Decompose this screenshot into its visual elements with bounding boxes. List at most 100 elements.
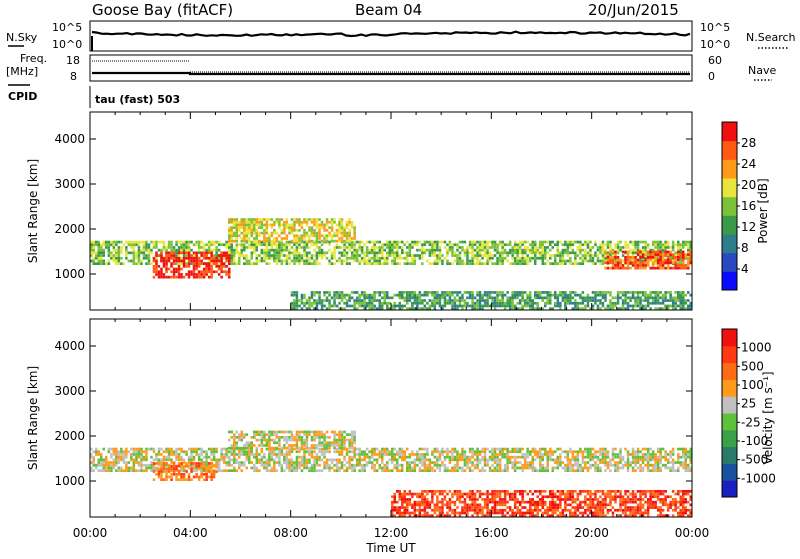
power-heatmap-cell <box>685 299 688 302</box>
velocity-heatmap-cell <box>479 453 482 456</box>
power-heatmap-cell <box>421 243 424 246</box>
power-heatmap-cell <box>170 265 173 268</box>
power-heatmap-cell <box>514 262 517 265</box>
power-heatmap-cell <box>614 256 617 259</box>
power-colorbar-tick-label: 4 <box>741 262 749 276</box>
power-heatmap-cell <box>200 254 203 257</box>
velocity-heatmap-cell <box>391 461 394 464</box>
power-heatmap-cell <box>331 224 334 227</box>
velocity-heatmap-cell <box>627 461 630 464</box>
power-heatmap-cell <box>516 246 519 249</box>
power-heatmap-cell <box>637 241 640 244</box>
power-heatmap-cell <box>338 221 341 224</box>
power-ytick-label: 1000 <box>54 267 85 281</box>
velocity-heatmap-cell <box>489 459 492 462</box>
power-heatmap-cell <box>243 232 246 235</box>
power-heatmap-cell <box>178 252 181 255</box>
power-heatmap-cell <box>474 257 477 260</box>
power-heatmap-cell <box>569 246 572 249</box>
power-heatmap-cell <box>564 249 567 252</box>
velocity-heatmap-cell <box>627 453 630 456</box>
power-heatmap-cell <box>138 254 141 257</box>
power-heatmap-cell <box>368 252 371 255</box>
velocity-heatmap-cell <box>278 464 281 467</box>
power-heatmap-cell <box>366 252 369 255</box>
power-heatmap-cell <box>208 262 211 265</box>
power-heatmap-cell <box>557 299 560 302</box>
power-heatmap-cell <box>356 291 359 294</box>
power-heatmap-cell <box>672 253 675 256</box>
velocity-heatmap-cell <box>607 464 610 467</box>
velocity-heatmap-cell <box>499 453 502 456</box>
power-heatmap-cell <box>293 221 296 224</box>
power-heatmap-cell <box>524 299 527 302</box>
velocity-heatmap-cell <box>268 469 271 472</box>
power-heatmap-cell <box>341 218 344 221</box>
power-heatmap-cell <box>682 243 685 246</box>
velocity-heatmap-cell <box>569 461 572 464</box>
velocity-heatmap-cell <box>93 469 96 472</box>
velocity-heatmap-cell <box>293 461 296 464</box>
velocity-heatmap-cell <box>669 456 672 459</box>
power-heatmap-cell <box>647 251 650 254</box>
velocity-heatmap-cell <box>281 467 284 470</box>
velocity-heatmap-cell <box>133 467 136 470</box>
power-heatmap-cell <box>251 246 254 249</box>
power-heatmap-cell <box>687 241 690 244</box>
velocity-heatmap-cell <box>278 459 281 462</box>
power-heatmap-cell <box>251 234 254 237</box>
power-heatmap-cell <box>318 246 321 249</box>
velocity-heatmap-cell <box>642 469 645 472</box>
velocity-heatmap-cell <box>193 456 196 459</box>
velocity-heatmap-cell <box>236 441 239 444</box>
velocity-heatmap-cell <box>451 459 454 462</box>
power-heatmap-cell <box>278 257 281 260</box>
power-heatmap-cell <box>333 240 336 243</box>
power-heatmap-cell <box>687 246 690 249</box>
power-heatmap-cell <box>464 249 467 252</box>
velocity-heatmap-cell <box>604 453 607 456</box>
power-heatmap-cell <box>198 262 201 265</box>
velocity-heatmap-cell <box>195 453 198 456</box>
power-heatmap-cell <box>258 240 261 243</box>
velocity-heatmap-cell <box>118 453 121 456</box>
velocity-heatmap-cell <box>524 456 527 459</box>
power-heatmap-cell <box>318 299 321 302</box>
velocity-heatmap-cell <box>567 450 570 453</box>
power-heatmap-cell <box>649 253 652 256</box>
power-heatmap-cell <box>647 302 650 305</box>
velocity-heatmap-cell <box>424 456 427 459</box>
power-heatmap-cell <box>328 234 331 237</box>
velocity-heatmap-cell <box>391 504 394 507</box>
power-heatmap-cell <box>238 221 241 224</box>
power-heatmap-cell <box>506 297 509 300</box>
power-heatmap-cell <box>160 270 163 273</box>
power-heatmap-cell <box>368 260 371 263</box>
velocity-heatmap-cell <box>278 431 281 434</box>
power-heatmap-cell <box>592 260 595 263</box>
power-heatmap-cell <box>479 299 482 302</box>
power-heatmap-cell <box>346 226 349 229</box>
power-heatmap-cell <box>193 265 196 268</box>
power-heatmap-cell <box>178 241 181 244</box>
velocity-heatmap-cell <box>308 447 311 450</box>
power-heatmap-cell <box>95 243 98 246</box>
power-heatmap-cell <box>316 262 319 265</box>
velocity-heatmap-cell <box>368 461 371 464</box>
power-heatmap-cell <box>654 299 657 302</box>
velocity-heatmap-cell <box>429 467 432 470</box>
velocity-heatmap-cell <box>333 444 336 447</box>
velocity-heatmap-cell <box>115 448 118 451</box>
power-heatmap-cell <box>602 249 605 252</box>
power-heatmap-cell <box>669 251 672 254</box>
power-heatmap-cell <box>120 241 123 244</box>
velocity-heatmap-cell <box>278 439 281 442</box>
power-heatmap-cell <box>526 305 529 308</box>
velocity-heatmap-cell <box>366 453 369 456</box>
power-heatmap-cell <box>173 246 176 249</box>
velocity-heatmap-cell <box>348 450 351 453</box>
velocity-heatmap-cell <box>263 467 266 470</box>
velocity-heatmap-cell <box>368 450 371 453</box>
power-heatmap-cell <box>539 291 542 294</box>
power-heatmap-cell <box>657 294 660 297</box>
